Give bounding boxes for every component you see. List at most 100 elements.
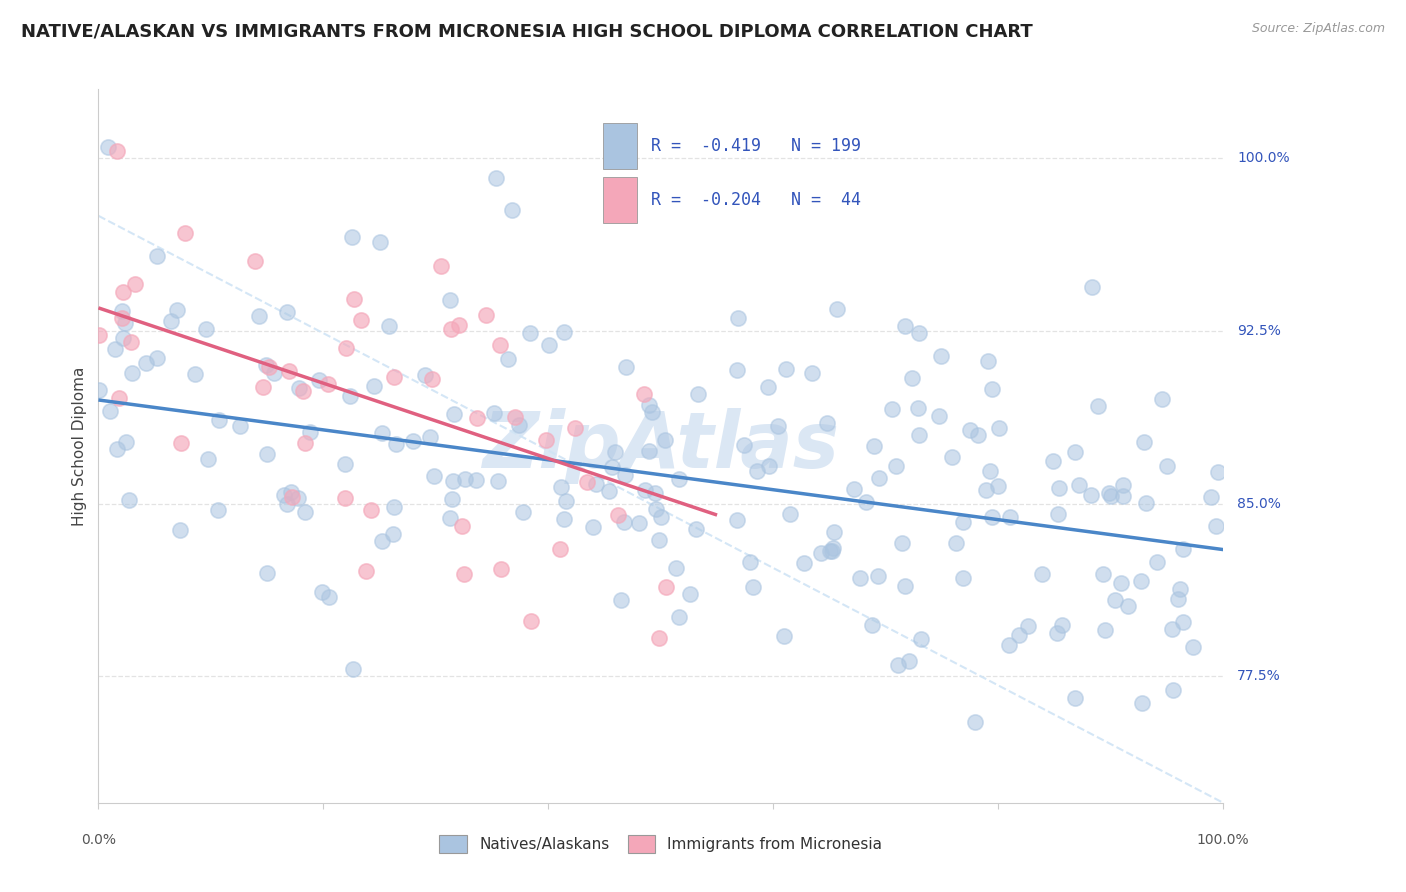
- Point: [474, 308, 496, 322]
- Point: [887, 658, 910, 673]
- Point: [465, 411, 488, 425]
- Point: [979, 464, 1001, 478]
- Point: [1156, 458, 1178, 473]
- Point: [292, 384, 315, 398]
- Point: [278, 364, 301, 378]
- Point: [868, 471, 890, 485]
- Point: [1112, 489, 1135, 503]
- Point: [114, 316, 136, 330]
- Point: [1031, 567, 1053, 582]
- Point: [1081, 280, 1104, 294]
- Point: [440, 491, 463, 506]
- Point: [1063, 445, 1085, 459]
- Point: [638, 398, 661, 412]
- Point: [928, 409, 950, 423]
- Point: [276, 305, 298, 319]
- Point: [823, 541, 845, 556]
- Text: ZipAtlas: ZipAtlas: [482, 408, 839, 484]
- Point: [644, 486, 666, 500]
- Point: [688, 386, 710, 401]
- Point: [655, 580, 678, 594]
- Point: [294, 435, 316, 450]
- Point: [894, 579, 917, 593]
- Point: [254, 358, 277, 372]
- Point: [1109, 576, 1132, 591]
- Point: [184, 367, 207, 381]
- Point: [247, 309, 270, 323]
- Point: [294, 505, 316, 519]
- Point: [644, 501, 666, 516]
- Point: [908, 427, 931, 442]
- Point: [553, 512, 575, 526]
- Point: [756, 380, 779, 394]
- Point: [685, 522, 707, 536]
- Point: [111, 330, 134, 344]
- Point: [1063, 690, 1085, 705]
- Point: [115, 435, 138, 450]
- Point: [766, 418, 789, 433]
- Point: [166, 302, 188, 317]
- Y-axis label: High School Diploma: High School Diploma: [72, 367, 87, 525]
- Point: [124, 277, 146, 291]
- Point: [382, 527, 405, 541]
- Point: [439, 511, 461, 525]
- Point: [825, 302, 848, 317]
- Point: [343, 292, 366, 306]
- Point: [614, 360, 637, 375]
- Point: [519, 326, 541, 341]
- Point: [1008, 627, 1031, 641]
- Point: [648, 632, 671, 646]
- Point: [582, 520, 605, 534]
- Point: [243, 253, 266, 268]
- Point: [585, 476, 607, 491]
- Point: [512, 504, 534, 518]
- Point: [170, 436, 193, 450]
- Legend: Natives/Alaskans, Immigrants from Micronesia: Natives/Alaskans, Immigrants from Micron…: [433, 829, 889, 859]
- Point: [519, 614, 541, 628]
- Point: [498, 352, 520, 367]
- Point: [773, 629, 796, 643]
- Text: 100.0%: 100.0%: [1197, 833, 1250, 847]
- Point: [564, 420, 586, 434]
- Point: [195, 322, 218, 336]
- Point: [273, 488, 295, 502]
- Point: [489, 562, 512, 576]
- Point: [401, 434, 423, 448]
- Point: [105, 144, 128, 158]
- Point: [207, 503, 229, 517]
- Point: [105, 442, 128, 457]
- Point: [553, 326, 575, 340]
- Point: [1163, 683, 1185, 698]
- Point: [146, 351, 169, 365]
- Point: [501, 202, 523, 217]
- Point: [104, 342, 127, 356]
- Point: [87, 328, 110, 343]
- Point: [385, 437, 408, 451]
- Point: [311, 585, 333, 599]
- Point: [981, 382, 1004, 396]
- Point: [1047, 507, 1070, 521]
- Point: [419, 430, 441, 444]
- Point: [668, 472, 690, 486]
- Point: [382, 370, 405, 384]
- Point: [634, 483, 657, 498]
- Point: [439, 293, 461, 307]
- Point: [758, 459, 780, 474]
- Point: [907, 401, 929, 416]
- Point: [354, 564, 377, 578]
- Point: [1206, 465, 1229, 479]
- Point: [440, 322, 463, 336]
- Point: [430, 259, 453, 273]
- Point: [633, 386, 655, 401]
- Text: 100.0%: 100.0%: [1237, 152, 1289, 165]
- Point: [640, 405, 662, 419]
- Point: [382, 500, 405, 515]
- Point: [197, 452, 219, 467]
- Point: [169, 523, 191, 537]
- Point: [110, 304, 132, 318]
- Point: [775, 362, 797, 376]
- Point: [117, 492, 139, 507]
- Point: [534, 433, 557, 447]
- Point: [745, 464, 768, 478]
- Point: [866, 569, 889, 583]
